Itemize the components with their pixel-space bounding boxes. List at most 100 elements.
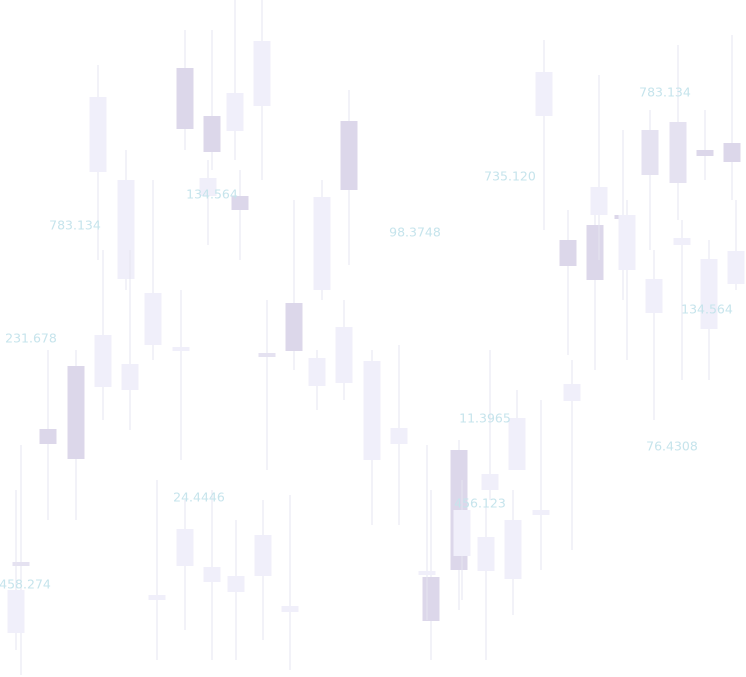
candle-body bbox=[172, 347, 190, 351]
candle-body bbox=[203, 116, 221, 152]
candle bbox=[700, 240, 718, 380]
candle-body bbox=[335, 327, 353, 383]
candle-body bbox=[12, 562, 30, 566]
floating-number: 458.274 bbox=[0, 577, 51, 592]
candle-body bbox=[144, 293, 162, 345]
candle-body bbox=[226, 93, 244, 131]
candle-body bbox=[281, 606, 299, 612]
candle-body bbox=[121, 364, 139, 390]
candle bbox=[94, 250, 112, 420]
candle-body bbox=[203, 567, 221, 582]
candle bbox=[285, 200, 303, 370]
candle bbox=[176, 30, 194, 150]
candle bbox=[559, 210, 577, 355]
candle-body bbox=[453, 510, 471, 556]
candle-body bbox=[563, 384, 581, 401]
candle bbox=[172, 290, 190, 460]
candle bbox=[281, 495, 299, 670]
candle-body bbox=[176, 68, 194, 129]
candle bbox=[39, 350, 57, 520]
floating-number: 456.123 bbox=[454, 496, 506, 511]
floating-number: 134.564 bbox=[186, 187, 238, 202]
candle bbox=[418, 445, 436, 620]
candle bbox=[696, 110, 714, 180]
candle-body bbox=[645, 279, 663, 313]
candle bbox=[313, 180, 331, 300]
candle bbox=[390, 345, 408, 525]
candle-body bbox=[727, 251, 745, 284]
candle-body bbox=[508, 418, 526, 470]
candle-body bbox=[641, 130, 659, 175]
candle-body bbox=[313, 197, 331, 290]
candle bbox=[231, 170, 249, 260]
candle-body bbox=[590, 187, 608, 215]
candle bbox=[67, 350, 85, 520]
candle-body bbox=[148, 595, 166, 600]
candle bbox=[335, 300, 353, 400]
candle-body bbox=[481, 474, 499, 490]
candle-body bbox=[89, 97, 107, 172]
candle-body bbox=[673, 238, 691, 245]
candle bbox=[645, 250, 663, 420]
candle bbox=[363, 350, 381, 525]
candle bbox=[641, 110, 659, 250]
floating-number: 783.134 bbox=[49, 218, 101, 233]
candle bbox=[673, 220, 691, 380]
candle bbox=[203, 30, 221, 170]
candle bbox=[504, 490, 522, 615]
floating-number: 76.4308 bbox=[646, 439, 698, 454]
candle-body bbox=[227, 576, 245, 592]
candle bbox=[253, 0, 271, 180]
candle bbox=[7, 490, 25, 650]
candle bbox=[481, 350, 499, 500]
candle bbox=[227, 520, 245, 660]
floating-number: 24.4446 bbox=[173, 490, 225, 505]
candle bbox=[121, 250, 139, 430]
candle-body bbox=[231, 196, 249, 210]
candle bbox=[144, 180, 162, 360]
candle bbox=[727, 200, 745, 290]
candle-body bbox=[422, 577, 440, 621]
candle bbox=[590, 75, 608, 260]
candle bbox=[254, 500, 272, 640]
candle-body bbox=[559, 240, 577, 266]
candle-body bbox=[669, 122, 687, 183]
candle bbox=[308, 350, 326, 410]
candle-body bbox=[254, 535, 272, 576]
floating-number: 134.564 bbox=[681, 302, 733, 317]
candles bbox=[7, 0, 745, 675]
candle bbox=[176, 500, 194, 630]
candle bbox=[508, 390, 526, 470]
candle-body bbox=[94, 335, 112, 387]
candle-body bbox=[477, 537, 495, 571]
candle-body bbox=[253, 41, 271, 106]
candle bbox=[669, 45, 687, 220]
floating-number: 98.3748 bbox=[389, 225, 441, 240]
candle-body bbox=[308, 358, 326, 386]
candle-body bbox=[696, 150, 714, 156]
floating-number: 231.678 bbox=[5, 331, 57, 346]
candle bbox=[199, 160, 217, 245]
candle-body bbox=[67, 366, 85, 459]
candle bbox=[258, 300, 276, 470]
candle bbox=[723, 35, 741, 200]
candle-body bbox=[723, 143, 741, 162]
candle bbox=[453, 480, 471, 600]
candle-body bbox=[340, 121, 358, 190]
candle-body bbox=[199, 178, 217, 196]
candle-body bbox=[586, 225, 604, 280]
labels: 783.134 134.564 231.678 98.3748 735.120 783.1… bbox=[0, 85, 733, 592]
candle-body bbox=[285, 303, 303, 351]
candle bbox=[532, 400, 550, 570]
floating-number: 11.3965 bbox=[459, 411, 511, 426]
candle bbox=[12, 445, 30, 675]
floating-number: 783.134 bbox=[639, 85, 691, 100]
candle-body bbox=[176, 529, 194, 566]
candle-body bbox=[363, 361, 381, 460]
candle bbox=[563, 360, 581, 550]
candle bbox=[535, 40, 553, 230]
candle-body bbox=[7, 590, 25, 633]
candle bbox=[477, 500, 495, 660]
